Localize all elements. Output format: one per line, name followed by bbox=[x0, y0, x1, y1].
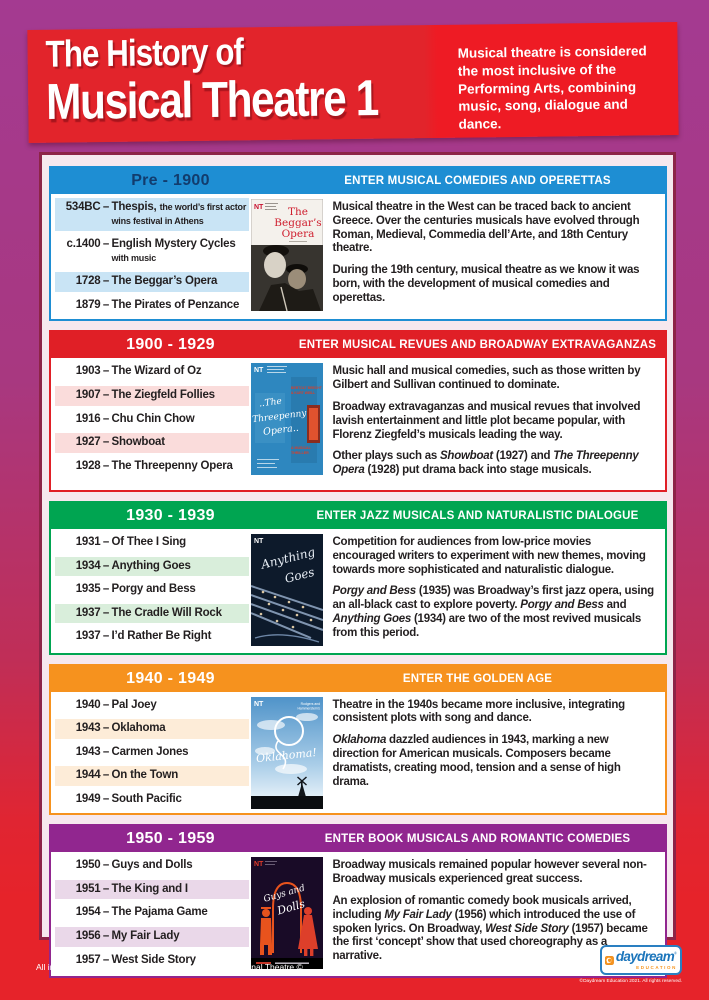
timeline-entry: 1944– On the Town bbox=[54, 766, 249, 786]
timeline-list: 1950– Guys and Dolls 1951– The King and I … bbox=[54, 856, 249, 970]
poster-intro-text: Musical theatre is considered the most i… bbox=[457, 43, 647, 132]
timeline-entry: 1956– My Fair Lady bbox=[54, 927, 249, 947]
timeline-entry: 1940– Pal Joey bbox=[75, 698, 157, 711]
timeline-entry: 534BC – Thespis, the world’s first actor … bbox=[54, 198, 249, 232]
header-banner: The History of Musical Theatre 1 Musical… bbox=[27, 22, 679, 143]
svg-text:Opera..: Opera.. bbox=[262, 423, 299, 438]
svg-text:& KURT WEILL: & KURT WEILL bbox=[291, 391, 315, 395]
section-1900-1929: 1900 - 1929 ENTER MUSICAL REVUES AND BRO… bbox=[48, 330, 667, 492]
section-date-range: 1930 - 1939 bbox=[126, 506, 215, 524]
registered-mark: ® bbox=[674, 950, 677, 956]
content-panel: Pre - 1900 ENTER MUSICAL COMEDIES AND OP… bbox=[39, 152, 676, 978]
poster-anything-goes: NT Anything Goes bbox=[250, 533, 323, 646]
poster-threepenny-opera: NT BERTOLT BRECHT & KURT WEILL ..The Thr… bbox=[250, 363, 323, 476]
timeline-entry: 1928– The Threepenny Opera bbox=[75, 459, 233, 472]
section-1940-1949: 1940 - 1949 ENTER THE GOLDEN AGE 1940– Pa… bbox=[48, 663, 667, 816]
timeline-entry: 1943– Carmen Jones bbox=[75, 745, 189, 758]
section-1950-1959: 1950 - 1959 ENTER BOOK MUSICALS AND ROMA… bbox=[48, 824, 667, 978]
daydream-education-label: EDUCATION bbox=[636, 965, 677, 971]
svg-text:Opera: Opera bbox=[281, 228, 314, 240]
timeline-entry: 1937– I’d Rather Be Right bbox=[75, 630, 212, 643]
section-headline: ENTER MUSICAL REVUES AND BROADWAY EXTRAV… bbox=[298, 339, 657, 352]
timeline-entry: 1951– The King and I bbox=[54, 879, 249, 900]
footer: All images on this chart have been provi… bbox=[0, 940, 709, 1000]
section-header: Pre - 1900 ENTER MUSICAL COMEDIES AND OP… bbox=[50, 168, 665, 194]
section-headline: ENTER THE GOLDEN AGE bbox=[402, 672, 553, 685]
copyright-note: ©Daydream Education 2021. All rights res… bbox=[579, 979, 682, 984]
timeline-entry: 1879– The Pirates of Penzance bbox=[75, 298, 240, 311]
section-date-range: 1900 - 1929 bbox=[126, 336, 215, 354]
section-paragraph: Musical theatre in the West can be trace… bbox=[332, 201, 640, 255]
timeline-entry: c.1400– English Mystery Cycles with musi… bbox=[66, 238, 236, 263]
section-headline: ENTER BOOK MUSICALS AND ROMANTIC COMEDIE… bbox=[324, 833, 631, 846]
svg-text:Hammerstein’s: Hammerstein’s bbox=[297, 706, 320, 710]
svg-text:Rodgers and: Rodgers and bbox=[300, 702, 320, 706]
section-headline: ENTER MUSICAL COMEDIES AND OPERETTAS bbox=[344, 175, 611, 187]
section-paragraph: Music hall and musical comedies, such as… bbox=[332, 365, 641, 392]
section-date-range: 1940 - 1949 bbox=[126, 669, 215, 687]
section-paragraph: Competition for audiences from low-price… bbox=[332, 535, 646, 576]
section-paragraph: An explosion of romantic comedy book mus… bbox=[332, 894, 648, 963]
section-paragraph: Theatre in the 1940s became more inclusi… bbox=[332, 698, 626, 725]
timeline-entry: 1935– Porgy and Bess bbox=[75, 583, 196, 596]
svg-text:NT: NT bbox=[254, 861, 264, 868]
svg-text:NT: NT bbox=[254, 367, 264, 374]
section-headline: ENTER JAZZ MUSICALS AND NATURALISTIC DIA… bbox=[316, 509, 639, 522]
timeline-entry: 1916– Chu Chin Chow bbox=[75, 412, 195, 425]
section-date-range: 1950 - 1959 bbox=[126, 830, 215, 848]
poster-oklahoma: NT Rodgers and Hammerstein’s Oklahoma! bbox=[250, 696, 323, 809]
section-text: Broadway musicals remained popular howev… bbox=[328, 856, 661, 972]
timeline-entry: 1957– West Side Story bbox=[75, 953, 196, 966]
section-header: 1930 - 1939 ENTER JAZZ MUSICALS AND NATU… bbox=[50, 502, 665, 529]
section-header: 1950 - 1959 ENTER BOOK MUSICALS AND ROMA… bbox=[50, 826, 665, 853]
svg-text:NT: NT bbox=[254, 204, 264, 211]
timeline-list: 534BC – Thespis, the world’s first actor … bbox=[54, 198, 249, 315]
section-header: 1900 - 1929 ENTER MUSICAL REVUES AND BRO… bbox=[50, 332, 665, 359]
poster-title-line2: Musical Theatre 1 bbox=[45, 68, 379, 131]
svg-text:BERTOLT BRECHT: BERTOLT BRECHT bbox=[291, 386, 323, 390]
section-paragraph: Broadway extravaganzas and musical revue… bbox=[332, 400, 641, 441]
section-header: 1940 - 1949 ENTER THE GOLDEN AGE bbox=[50, 665, 665, 692]
svg-text:Oklahoma!: Oklahoma! bbox=[255, 745, 317, 764]
section-1930-1939: 1930 - 1939 ENTER JAZZ MUSICALS AND NATU… bbox=[48, 500, 667, 655]
timeline-entry: 1950– Guys and Dolls bbox=[75, 859, 193, 872]
timeline-list: 1903– The Wizard of Oz 1907– The Ziegfeld … bbox=[54, 362, 249, 476]
section-text: Competition for audiences from low-price… bbox=[328, 533, 661, 649]
svg-text:..The: ..The bbox=[258, 397, 282, 410]
timeline-list: 1940– Pal Joey 1943– Oklahoma 1943– Carmen … bbox=[54, 696, 249, 810]
poster-beggars-opera: NT The Beggar’s Opera bbox=[250, 199, 323, 311]
section-paragraph: Oklahoma dazzled audiences in 1943, mark… bbox=[332, 734, 621, 788]
timeline-entry: 1931– Of Thee I Sing bbox=[75, 535, 187, 548]
timeline-entry: 1943– Oklahoma bbox=[54, 719, 249, 739]
daydream-wordmark: daydream bbox=[615, 949, 675, 965]
section-date-range: Pre - 1900 bbox=[131, 172, 210, 189]
timeline-entry: 1927– Showboat bbox=[54, 433, 249, 453]
poster-guys-and-dolls: NT Guys and Dolls bbox=[250, 857, 323, 970]
svg-text:The: The bbox=[288, 206, 308, 218]
daydream-logo-icon bbox=[605, 955, 614, 965]
section-text: Theatre in the 1940s became more inclusi… bbox=[328, 696, 661, 798]
timeline-entry: 1728– The Beggar’s Opera bbox=[54, 272, 249, 292]
timeline-entry: 1949– South Pacific bbox=[75, 792, 182, 805]
svg-text:NT: NT bbox=[254, 538, 264, 545]
timeline-entry: 1934– Anything Goes bbox=[54, 556, 249, 577]
timeline-entry: 1907– The Ziegfeld Follies bbox=[54, 385, 249, 406]
section-paragraph: During the 19th century, musical theatre… bbox=[332, 264, 640, 304]
svg-text:Beggar’s: Beggar’s bbox=[274, 217, 321, 229]
section-paragraph: Other plays such as Showboat (1927) and … bbox=[332, 450, 639, 477]
image-credit-text: All images on this chart have been provi… bbox=[36, 962, 303, 972]
timeline-entry: 1937– The Cradle Will Rock bbox=[54, 603, 249, 624]
section-paragraph: Broadway musicals remained popular howev… bbox=[332, 859, 647, 886]
daydream-logo: daydream® EDUCATION bbox=[600, 945, 682, 975]
svg-text:THRILLER: THRILLER bbox=[291, 451, 309, 455]
timeline-entry: 1954– The Pajama Game bbox=[75, 906, 208, 919]
section-paragraph: Porgy and Bess (1935) was Broadway’s fir… bbox=[332, 585, 655, 639]
timeline-list: 1931– Of Thee I Sing 1934– Anything Goes 1… bbox=[54, 533, 249, 647]
section-text: Music hall and musical comedies, such as… bbox=[328, 362, 661, 486]
svg-text:NT: NT bbox=[254, 701, 264, 708]
svg-text:A MUSICAL: A MUSICAL bbox=[291, 446, 312, 450]
section-pre-1900: Pre - 1900 ENTER MUSICAL COMEDIES AND OP… bbox=[48, 166, 667, 322]
section-text: Musical theatre in the West can be trace… bbox=[328, 198, 661, 314]
timeline-entry: 1903– The Wizard of Oz bbox=[75, 365, 202, 378]
